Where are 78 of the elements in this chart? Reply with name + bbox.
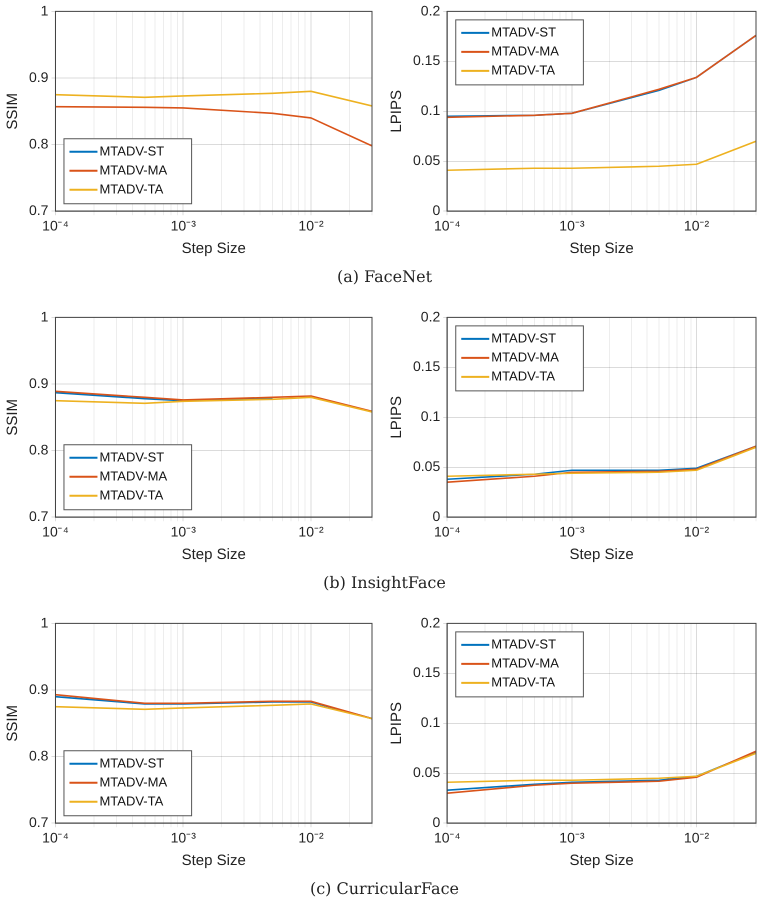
y-tick-label: 0.1 (420, 102, 440, 118)
x-tick-label: 10⁻⁴ (434, 523, 461, 540)
x-tick-label: 10⁻³ (170, 523, 196, 540)
legend-label: MTADV-ST (491, 636, 556, 652)
legend-label: MTADV-MA (99, 774, 168, 790)
y-tick-label: 0.9 (28, 680, 49, 697)
y-tick-label: 0 (432, 814, 440, 830)
y-tick-label: 0.7 (28, 202, 49, 218)
text: (a) FaceNet (336, 266, 433, 288)
x-tick-label: 10⁻³ (559, 217, 585, 234)
x-axis-title: Step Size (182, 546, 246, 564)
y-tick-label: 1 (40, 308, 49, 324)
x-tick-label: 10⁻⁴ (42, 217, 69, 234)
x-tick-label: 10⁻² (684, 523, 710, 540)
y-tick-label: 0.7 (28, 814, 49, 830)
x-tick-label: 10⁻² (684, 829, 710, 846)
y-tick-label: 0.1 (420, 714, 440, 730)
legend-label: MTADV-MA (491, 43, 560, 58)
text: (c) CurricularFace (308, 878, 460, 900)
legend-label: MTADV-TA (491, 62, 556, 78)
y-axis-title: LPIPS (388, 396, 406, 439)
y-tick-label: 1 (40, 2, 49, 18)
y-tick-label: 0.15 (413, 52, 440, 68)
x-tick-label: 10⁻³ (559, 829, 585, 846)
y-tick-label: 0.15 (413, 358, 440, 374)
y-tick-label: 0 (432, 508, 440, 524)
legend-label: MTADV-MA (491, 349, 560, 364)
y-tick-label: 0 (432, 202, 440, 218)
y-tick-label: 0.05 (413, 152, 440, 168)
x-tick-label: 10⁻⁴ (42, 829, 69, 846)
x-axis-title: Step Size (570, 546, 634, 564)
y-tick-label: 0.2 (420, 614, 440, 630)
legend-label: MTADV-MA (99, 468, 168, 484)
legend-label: MTADV-ST (491, 24, 556, 40)
y-tick-label: 0.1 (420, 408, 440, 424)
x-tick-label: 10⁻³ (559, 523, 585, 540)
y-axis-title: SSIM (4, 704, 22, 742)
y-tick-label: 1 (40, 614, 49, 630)
legend-label: MTADV-MA (491, 655, 560, 670)
text: (b) InsightFace (322, 572, 447, 594)
x-axis-title: Step Size (570, 240, 634, 258)
y-tick-label: 0.7 (28, 508, 49, 524)
y-tick-label: 0.9 (28, 68, 49, 85)
x-tick-label: 10⁻² (298, 217, 324, 234)
legend-label: MTADV-ST (491, 330, 556, 346)
x-tick-label: 10⁻² (298, 829, 324, 846)
x-tick-label: 10⁻⁴ (434, 829, 461, 846)
legend-label: MTADV-TA (99, 487, 164, 502)
y-tick-label: 0.2 (420, 2, 440, 18)
y-tick-label: 0.9 (28, 374, 49, 391)
y-tick-label: 0.8 (28, 135, 49, 152)
x-axis-title: Step Size (182, 852, 246, 870)
x-tick-label: 10⁻⁴ (434, 217, 461, 234)
legend-label: MTADV-TA (99, 181, 164, 196)
legend-label: MTADV-MA (99, 162, 168, 178)
x-tick-label: 10⁻³ (170, 217, 196, 234)
x-axis-title: Step Size (570, 852, 634, 870)
y-tick-label: 0.2 (420, 308, 440, 324)
y-tick-label: 0.8 (28, 747, 49, 764)
legend-label: MTADV-ST (99, 143, 164, 158)
x-tick-label: 10⁻² (684, 217, 710, 234)
y-tick-label: 0.05 (413, 764, 440, 780)
y-tick-label: 0.15 (413, 664, 440, 680)
legend-label: MTADV-TA (491, 368, 556, 384)
y-axis-title: LPIPS (388, 90, 406, 133)
legend-label: MTADV-TA (491, 674, 556, 690)
legend-label: MTADV-ST (99, 755, 164, 770)
x-axis-title: Step Size (182, 240, 246, 258)
y-axis-title: LPIPS (388, 702, 406, 745)
legend-label: MTADV-TA (99, 793, 164, 808)
y-axis-title: SSIM (4, 92, 22, 130)
y-tick-label: 0.05 (413, 458, 440, 474)
legend-label: MTADV-ST (99, 449, 164, 464)
y-axis-title: SSIM (4, 398, 22, 436)
x-tick-label: 10⁻³ (170, 829, 196, 846)
x-tick-label: 10⁻⁴ (42, 523, 69, 540)
x-tick-label: 10⁻² (298, 523, 324, 540)
y-tick-label: 0.8 (28, 441, 49, 458)
